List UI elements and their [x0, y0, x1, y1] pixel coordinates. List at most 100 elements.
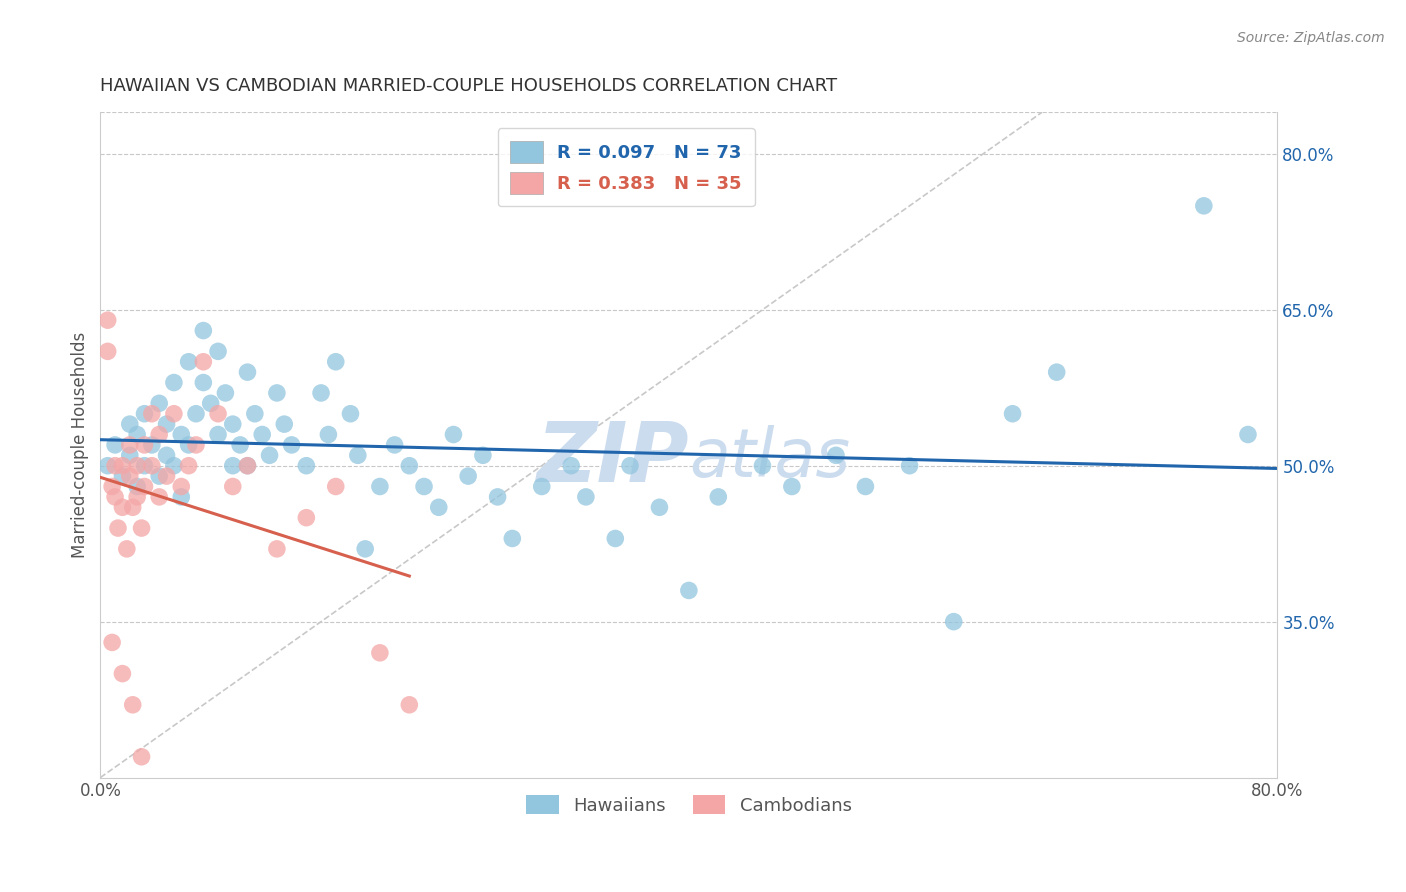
Point — [104, 490, 127, 504]
Point — [648, 500, 671, 515]
Point — [121, 698, 143, 712]
Point — [163, 376, 186, 390]
Point — [111, 458, 134, 473]
Point — [177, 355, 200, 369]
Point — [111, 500, 134, 515]
Point — [678, 583, 700, 598]
Point — [295, 510, 318, 524]
Point — [751, 458, 773, 473]
Point — [97, 313, 120, 327]
Point — [115, 541, 138, 556]
Point — [236, 365, 259, 379]
Point — [101, 479, 124, 493]
Point — [118, 438, 141, 452]
Point — [148, 396, 170, 410]
Point — [486, 490, 509, 504]
Point — [121, 500, 143, 515]
Point — [560, 458, 582, 473]
Point — [318, 427, 340, 442]
Point — [207, 427, 229, 442]
Point — [780, 479, 803, 493]
Point — [707, 490, 730, 504]
Point — [131, 749, 153, 764]
Point — [127, 427, 149, 442]
Point — [575, 490, 598, 504]
Y-axis label: Married-couple Households: Married-couple Households — [72, 332, 89, 558]
Point — [229, 438, 252, 452]
Point — [141, 407, 163, 421]
Point — [200, 396, 222, 410]
Point — [898, 458, 921, 473]
Point — [148, 490, 170, 504]
Point — [339, 407, 361, 421]
Text: atlas: atlas — [689, 425, 851, 491]
Point — [193, 324, 215, 338]
Point — [325, 355, 347, 369]
Point — [309, 386, 332, 401]
Point — [214, 386, 236, 401]
Point — [134, 458, 156, 473]
Point — [398, 458, 420, 473]
Point — [127, 479, 149, 493]
Point — [222, 417, 245, 431]
Legend: Hawaiians, Cambodians: Hawaiians, Cambodians — [519, 788, 859, 822]
Point — [163, 458, 186, 473]
Point — [530, 479, 553, 493]
Point — [148, 427, 170, 442]
Point — [347, 448, 370, 462]
Point — [398, 698, 420, 712]
Point — [259, 448, 281, 462]
Text: Source: ZipAtlas.com: Source: ZipAtlas.com — [1237, 31, 1385, 45]
Point — [155, 448, 177, 462]
Point — [170, 427, 193, 442]
Point — [134, 479, 156, 493]
Point — [148, 469, 170, 483]
Point — [141, 438, 163, 452]
Point — [250, 427, 273, 442]
Point — [368, 646, 391, 660]
Point — [104, 458, 127, 473]
Point — [471, 448, 494, 462]
Point — [118, 448, 141, 462]
Point — [184, 438, 207, 452]
Text: HAWAIIAN VS CAMBODIAN MARRIED-COUPLE HOUSEHOLDS CORRELATION CHART: HAWAIIAN VS CAMBODIAN MARRIED-COUPLE HOU… — [100, 78, 838, 95]
Point — [170, 490, 193, 504]
Point — [177, 458, 200, 473]
Point — [111, 469, 134, 483]
Point — [207, 344, 229, 359]
Point — [457, 469, 479, 483]
Point — [501, 532, 523, 546]
Point — [184, 407, 207, 421]
Point — [266, 541, 288, 556]
Point — [1046, 365, 1069, 379]
Point — [118, 469, 141, 483]
Point — [101, 635, 124, 649]
Point — [193, 376, 215, 390]
Point — [619, 458, 641, 473]
Point — [177, 438, 200, 452]
Point — [107, 521, 129, 535]
Point — [427, 500, 450, 515]
Point — [104, 438, 127, 452]
Point — [942, 615, 965, 629]
Point — [236, 458, 259, 473]
Point — [368, 479, 391, 493]
Point — [266, 386, 288, 401]
Point — [222, 458, 245, 473]
Point — [273, 417, 295, 431]
Point — [222, 479, 245, 493]
Point — [295, 458, 318, 473]
Point — [134, 438, 156, 452]
Point — [155, 417, 177, 431]
Point — [1192, 199, 1215, 213]
Point — [325, 479, 347, 493]
Point — [134, 407, 156, 421]
Point — [236, 458, 259, 473]
Point — [207, 407, 229, 421]
Point — [118, 417, 141, 431]
Point — [605, 532, 627, 546]
Point — [170, 479, 193, 493]
Point — [97, 344, 120, 359]
Point — [855, 479, 877, 493]
Point — [280, 438, 302, 452]
